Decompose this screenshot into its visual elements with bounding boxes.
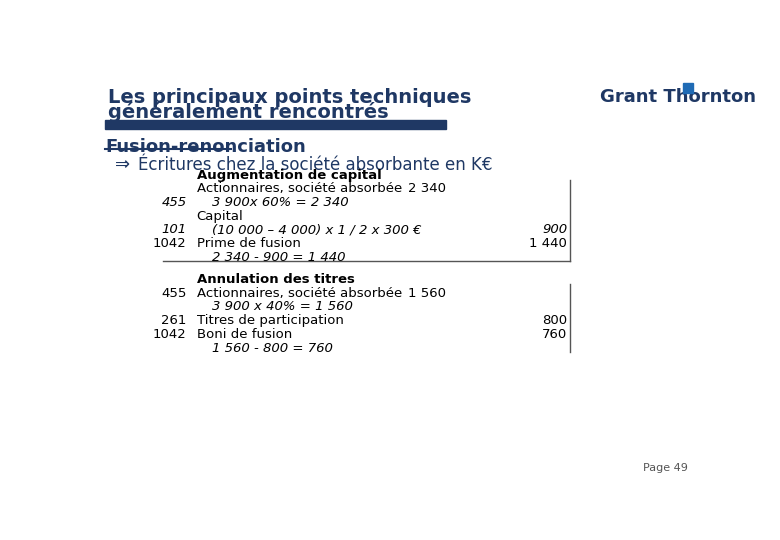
Text: 2 340 - 900 = 1 440: 2 340 - 900 = 1 440 [212, 251, 346, 264]
Text: Fusion-renonciation: Fusion-renonciation [105, 138, 306, 156]
Text: Capital: Capital [197, 210, 243, 222]
Text: 1 560: 1 560 [408, 287, 446, 300]
Text: Page 49: Page 49 [644, 463, 688, 473]
Text: généralement rencontrés: généralement rencontrés [108, 102, 389, 122]
Text: 2 340: 2 340 [408, 182, 446, 195]
Bar [105, 120, 446, 130]
Text: 1 560 - 800 = 760: 1 560 - 800 = 760 [212, 342, 333, 355]
Text: Actionnaires, société absorbée: Actionnaires, société absorbée [197, 287, 402, 300]
Text: Titres de participation: Titres de participation [197, 314, 343, 327]
Text: 760: 760 [542, 328, 567, 341]
Text: Prime de fusion: Prime de fusion [197, 237, 300, 250]
Text: 3 900 x 40% = 1 560: 3 900 x 40% = 1 560 [212, 300, 353, 313]
Text: ⇒: ⇒ [115, 156, 129, 174]
Text: Annulation des titres: Annulation des titres [197, 273, 355, 286]
Text: Boni de fusion: Boni de fusion [197, 328, 292, 341]
Text: Les principaux points techniques: Les principaux points techniques [108, 88, 472, 107]
Text: Écritures chez la société absorbante en K€: Écritures chez la société absorbante en … [138, 156, 492, 174]
Text: Augmentation de capital: Augmentation de capital [197, 168, 381, 182]
Bar [682, 83, 693, 93]
Text: 1042: 1042 [153, 237, 186, 250]
Text: 455: 455 [161, 195, 186, 208]
Text: (10 000 – 4 000) x 1 / 2 x 300 €: (10 000 – 4 000) x 1 / 2 x 300 € [212, 224, 422, 237]
Text: 3 900x 60% = 2 340: 3 900x 60% = 2 340 [212, 195, 349, 208]
Text: 455: 455 [161, 287, 186, 300]
Text: 1042: 1042 [153, 328, 186, 341]
Text: 101: 101 [161, 224, 186, 237]
Text: 800: 800 [542, 314, 567, 327]
Text: Actionnaires, société absorbée: Actionnaires, société absorbée [197, 182, 402, 195]
Text: 1 440: 1 440 [530, 237, 567, 250]
Text: 261: 261 [161, 314, 186, 327]
Text: 900: 900 [542, 224, 567, 237]
Text: Grant Thornton: Grant Thornton [600, 88, 756, 106]
